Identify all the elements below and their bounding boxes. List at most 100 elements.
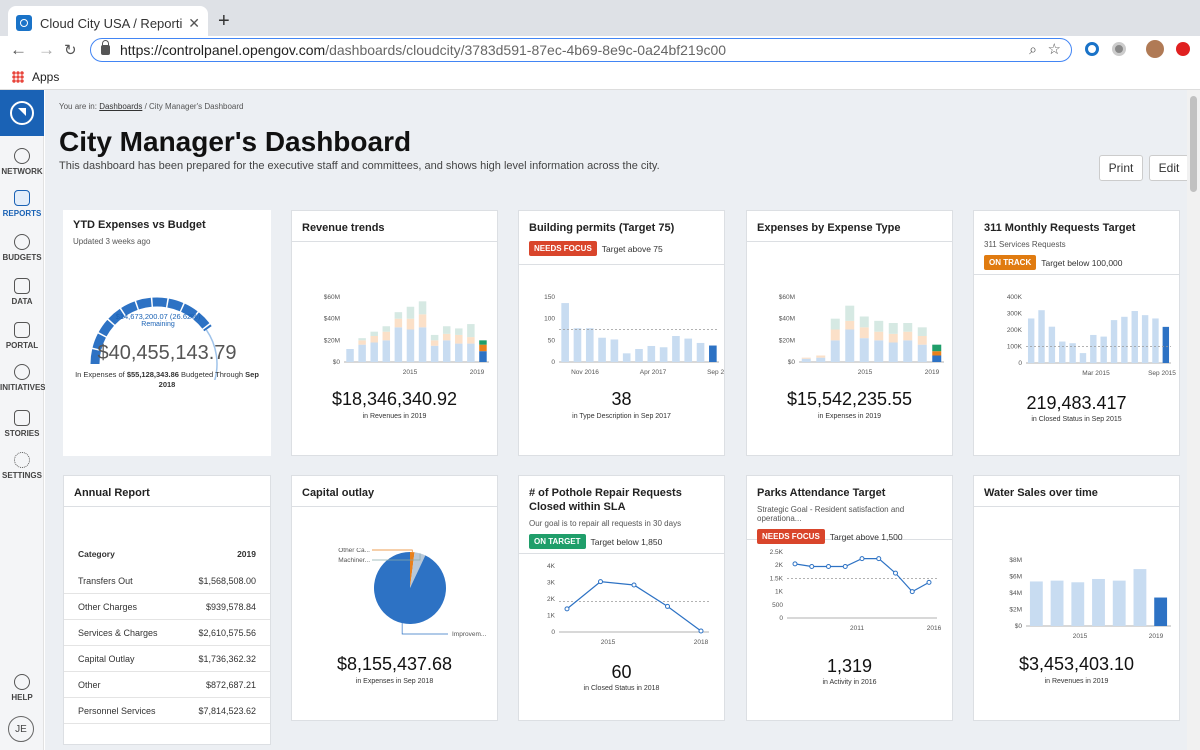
table-header: Category 2019 [64,540,270,568]
ytd-footer-period: Sep 2018 [158,370,259,389]
bar [1079,353,1087,363]
x-tick-label: 2016 [927,625,942,632]
bar [1069,343,1076,363]
pie-slice [410,552,415,588]
bar [1090,334,1097,363]
extension-icon[interactable] [1085,42,1099,56]
ytd-amount: $40,455,143.79 [97,342,237,364]
target-icon [14,364,30,380]
sidebar-item-label: DATA [11,297,33,306]
card-title: Expenses by Expense Type [757,222,901,234]
extension-icon[interactable] [1112,42,1126,56]
extension-icon[interactable] [1176,42,1190,56]
pothole-card[interactable]: # of Pothole Repair Requests Closed with… [518,475,725,721]
target-text: Target above 75 [601,243,663,254]
opengov-favicon-icon [16,15,32,31]
reload-icon[interactable]: ↻ [64,42,77,59]
bar [358,338,366,341]
card-big-value: 1,319 [826,656,873,676]
bar [394,312,403,319]
table-row: Other Charges $939,578.84 [64,594,270,620]
sidebar-item-portal[interactable]: PORTAL [0,322,44,350]
bar [801,358,811,362]
row-value: $1,568,508.00 [198,575,256,586]
y-tick-label: $0 [1015,623,1023,630]
annual-report-card[interactable]: Annual Report Category 2019 Transfers Out… [63,475,271,745]
annual-table: Category 2019 Transfers Out $1,568,508.00 … [64,540,270,724]
row-category: Other Charges [78,601,138,612]
zoom-icon[interactable]: ⌕ [1029,41,1037,57]
ytd-card[interactable]: YTD Expenses vs Budget Updated 3 weeks a… [63,210,271,456]
water-card[interactable]: Water Sales over time $0 $2M $4M $6M $8M 2015… [973,475,1180,721]
forward-icon[interactable]: → [38,40,55,59]
bar [917,336,927,345]
bar [647,345,656,362]
row-value: $1,736,362.32 [198,653,256,664]
bar [467,324,475,338]
profile-avatar[interactable] [1146,40,1164,58]
sidebar-item-settings[interactable]: SETTINGS [0,452,44,480]
star-icon[interactable]: ☆ [1047,41,1061,58]
sidebar-item-help[interactable]: HELP [0,674,44,702]
row-category: Transfers Out [78,575,133,586]
bar [467,343,475,362]
avatar[interactable]: JE [8,716,34,742]
main-content: You are in: Dashboards / City Manager's … [45,90,1187,750]
lock-icon [101,40,110,55]
browser-tabbar: Cloud City USA / Reporting / D ✕ + [0,0,1200,40]
bar [394,327,403,362]
opengov-logo[interactable] [0,90,44,136]
capital-card[interactable]: Capital outlay Other Ca... Machiner... Imp… [291,475,498,721]
bar [358,340,366,345]
sidebar-item-initiatives[interactable]: INITIATIVES [0,364,46,392]
bar [1121,316,1128,363]
y-tick-label: $60M [324,294,340,301]
close-icon[interactable]: ✕ [188,14,200,31]
page-scrollbar[interactable] [1187,90,1200,750]
edit-button[interactable]: Edit [1149,155,1187,181]
x-tick-label: 2015 [1073,633,1088,640]
sidebar-item-data[interactable]: DATA [0,278,44,306]
parks-card[interactable]: Parks Attendance Target Strategic Goal -… [746,475,953,721]
revenue-card[interactable]: Revenue trends $0 $20M $40M $60M 2015 2019 $1… [291,210,498,456]
breadcrumb-link-dashboards[interactable]: Dashboards [99,102,143,111]
bar [358,344,366,362]
bar [479,351,487,362]
new-tab-icon[interactable]: + [218,10,230,32]
expenses-type-card[interactable]: Expenses by Expense Type $0 $20M $40M $60M 2… [746,210,953,456]
table-row: Other $872,687.21 [64,672,270,698]
bar [479,340,487,345]
row-value: $2,610,575.56 [198,627,256,638]
series-line [794,558,930,593]
sidebar-item-budgets[interactable]: BUDGETS [0,234,44,262]
data-point [792,561,798,567]
address-bar[interactable]: https://controlpanel.opengov.com/dashboa… [90,38,1072,62]
bar [1050,580,1064,626]
pie-leader-line [372,549,413,553]
apps-grid-icon[interactable] [12,70,24,83]
sidebar-item-stories[interactable]: STORIES [0,410,44,438]
requests311-card[interactable]: 311 Monthly Requests Target 311 Services… [973,210,1180,456]
status-row: ON TARGET Target below 1,850 [529,534,714,549]
data-point [698,628,704,634]
y-tick-label: 1K [547,613,556,620]
stories-icon [14,410,30,426]
browser-tab[interactable]: Cloud City USA / Reporting / D ✕ [8,6,208,40]
bar [1038,310,1045,363]
bar [859,327,869,339]
bar [418,327,427,362]
print-button[interactable]: Print [1099,155,1143,181]
series-line [566,581,702,632]
x-tick-label: Sep 2017 [707,369,724,376]
back-icon[interactable]: ← [10,40,27,59]
card-subtitle: 311 Services Requests [984,240,1066,249]
sidebar-item-reports[interactable]: REPORTS [0,190,44,218]
scroll-thumb[interactable] [1190,96,1197,192]
sidebar-item-network[interactable]: NETWORK [0,148,44,176]
y-tick-label: 0 [551,629,555,636]
bar [1027,318,1035,363]
y-tick-label: $6M [1009,574,1022,581]
capital-pie-chart: Other Ca... Machiner... Improvem... [338,548,486,638]
permits-card[interactable]: Building permits (Target 75) NEEDS FOCUS… [518,210,725,456]
bookmark-apps[interactable]: Apps [32,69,60,84]
